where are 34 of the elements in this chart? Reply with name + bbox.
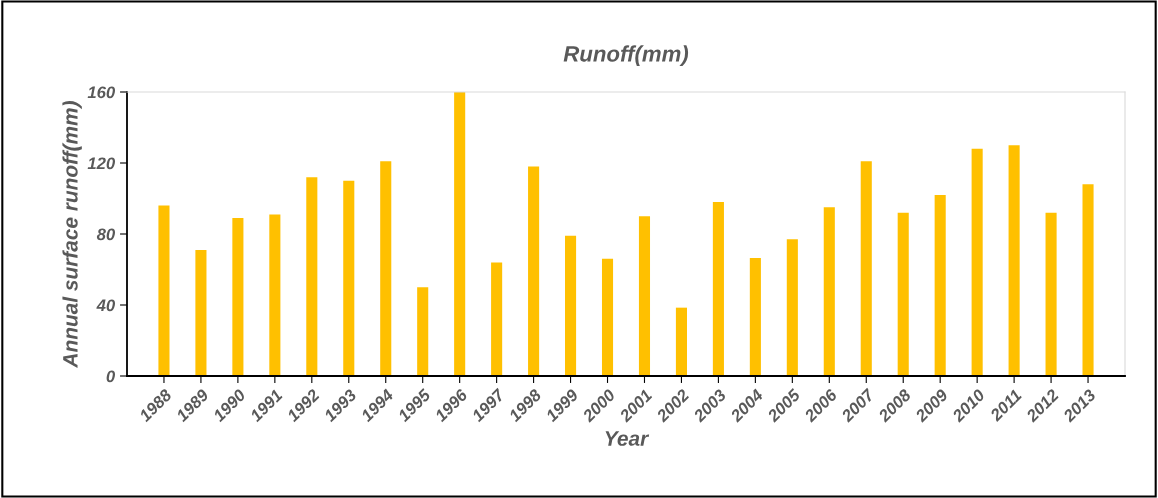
bar (454, 92, 466, 376)
bar (158, 205, 170, 376)
bar (380, 161, 392, 376)
bar (823, 207, 835, 376)
bar (343, 180, 355, 376)
bar (306, 177, 318, 376)
bar (601, 258, 614, 376)
bar (1045, 212, 1057, 376)
y-tick-label: 120 (87, 157, 116, 170)
bar (860, 161, 872, 376)
bar (786, 239, 798, 376)
bar (749, 257, 761, 376)
bar (565, 235, 577, 376)
bar (269, 214, 281, 376)
bar (897, 212, 909, 376)
x-axis-title: Year (605, 431, 650, 446)
bar (934, 194, 946, 376)
bar (232, 218, 244, 376)
bar (971, 148, 983, 376)
bar (528, 166, 540, 376)
bar (638, 216, 651, 376)
y-tick-label: 40 (96, 299, 116, 312)
y-tick-label: 0 (106, 370, 116, 383)
bar (491, 262, 503, 376)
bar (195, 249, 207, 376)
y-tick-label: 80 (96, 228, 116, 241)
chart-title: Runoff(mm) (563, 45, 689, 67)
bar (1082, 184, 1094, 376)
bar (1008, 145, 1020, 376)
y-axis-title: Annual surface runoff(mm) (62, 101, 82, 368)
bar (675, 307, 687, 376)
bar (417, 287, 429, 376)
y-tick-label: 160 (87, 86, 116, 99)
bar (712, 202, 724, 376)
